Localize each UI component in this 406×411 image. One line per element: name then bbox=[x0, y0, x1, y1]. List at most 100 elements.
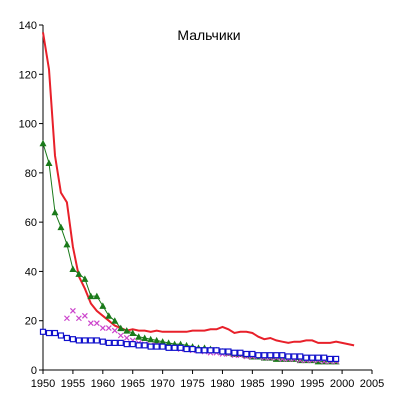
data-point bbox=[201, 347, 208, 354]
data-point bbox=[87, 320, 94, 327]
y-tick-label: 120 bbox=[19, 69, 37, 81]
data-point bbox=[75, 315, 82, 322]
data-point bbox=[129, 329, 137, 337]
y-tick-label: 40 bbox=[25, 266, 37, 278]
y-tick-label: 100 bbox=[19, 119, 37, 131]
x-tick-label: 1990 bbox=[270, 378, 294, 390]
data-point bbox=[87, 292, 95, 300]
data-point bbox=[303, 354, 310, 361]
data-point bbox=[153, 343, 160, 350]
data-point bbox=[57, 332, 65, 339]
data-point bbox=[147, 335, 155, 343]
x-tick-label: 2000 bbox=[330, 378, 354, 390]
y-tick-label: 80 bbox=[25, 168, 37, 180]
data-point bbox=[285, 353, 292, 360]
axes: 0 20 40 60 80 100 120 140 1950 1955 1960 1965 1970 19… bbox=[19, 20, 385, 390]
data-point bbox=[141, 334, 149, 341]
data-point bbox=[267, 352, 274, 359]
data-point bbox=[207, 347, 214, 354]
data-point bbox=[81, 275, 89, 282]
data-point bbox=[165, 344, 172, 351]
data-point bbox=[333, 355, 340, 363]
chart-title: Мальчики bbox=[177, 27, 240, 43]
data-point bbox=[195, 347, 202, 354]
data-point bbox=[153, 336, 161, 344]
x-tick-label: 2005 bbox=[360, 378, 384, 390]
data-point bbox=[129, 341, 136, 348]
data-point bbox=[87, 337, 94, 344]
y-tick-label: 140 bbox=[19, 20, 37, 32]
data-point bbox=[117, 339, 124, 346]
data-point bbox=[45, 159, 53, 166]
y-tick-label: 20 bbox=[25, 316, 37, 328]
data-point bbox=[105, 325, 112, 332]
data-point bbox=[321, 354, 328, 361]
x-tick-label: 1980 bbox=[210, 378, 234, 390]
data-point bbox=[63, 240, 71, 248]
data-point bbox=[69, 265, 77, 272]
x-tick-label: 1995 bbox=[300, 378, 324, 390]
data-point bbox=[39, 328, 47, 335]
data-point bbox=[272, 355, 280, 362]
data-point bbox=[261, 352, 268, 359]
data-point bbox=[273, 352, 280, 359]
data-point bbox=[213, 347, 220, 354]
data-point bbox=[159, 343, 166, 350]
data-point bbox=[147, 343, 154, 350]
data-point bbox=[159, 338, 167, 345]
y-tick-label: 60 bbox=[25, 217, 37, 229]
data-point bbox=[189, 345, 196, 353]
data-point bbox=[309, 354, 316, 361]
data-point bbox=[291, 353, 298, 360]
data-point bbox=[225, 348, 232, 355]
x-tick-label: 1965 bbox=[120, 378, 144, 390]
data-point bbox=[64, 315, 70, 322]
data-point bbox=[171, 344, 178, 351]
data-point bbox=[93, 292, 101, 300]
data-point bbox=[183, 345, 190, 353]
data-point bbox=[51, 329, 59, 337]
data-point bbox=[117, 324, 125, 332]
x-tick-label: 1955 bbox=[61, 378, 85, 390]
x-tick-label: 1975 bbox=[180, 378, 204, 390]
data-point bbox=[105, 312, 113, 319]
x-tick-label: 1950 bbox=[31, 378, 55, 390]
data-point bbox=[75, 337, 82, 344]
data-point bbox=[93, 337, 100, 344]
series-line bbox=[42, 143, 337, 362]
data-point bbox=[255, 352, 262, 359]
data-point bbox=[243, 350, 250, 358]
data-point bbox=[177, 344, 184, 351]
x-tick-label: 1960 bbox=[91, 378, 115, 390]
data-point bbox=[123, 335, 130, 341]
data-point bbox=[69, 307, 76, 314]
data-point bbox=[99, 302, 107, 309]
data-point bbox=[237, 349, 244, 356]
data-point bbox=[327, 355, 334, 363]
data-point bbox=[105, 339, 112, 346]
data-point bbox=[141, 342, 148, 349]
x-tick-label: 1985 bbox=[240, 378, 264, 390]
data-point bbox=[111, 327, 118, 334]
data-point bbox=[57, 223, 65, 231]
data-point bbox=[314, 357, 322, 365]
series-line bbox=[42, 32, 355, 347]
data-point bbox=[123, 341, 130, 348]
data-point bbox=[63, 334, 71, 342]
data-point bbox=[315, 354, 322, 361]
data-point bbox=[81, 312, 88, 319]
series-layer bbox=[39, 32, 355, 365]
data-point bbox=[69, 336, 77, 343]
data-point bbox=[279, 352, 286, 359]
data-point bbox=[135, 342, 142, 349]
data-point bbox=[117, 332, 124, 339]
data-point bbox=[165, 339, 173, 346]
data-point bbox=[93, 320, 100, 327]
series-4 bbox=[39, 328, 340, 363]
data-point bbox=[99, 325, 106, 332]
data-point bbox=[39, 139, 47, 147]
y-tick-label: 0 bbox=[31, 365, 37, 377]
data-point bbox=[123, 327, 131, 334]
data-point bbox=[219, 348, 226, 355]
